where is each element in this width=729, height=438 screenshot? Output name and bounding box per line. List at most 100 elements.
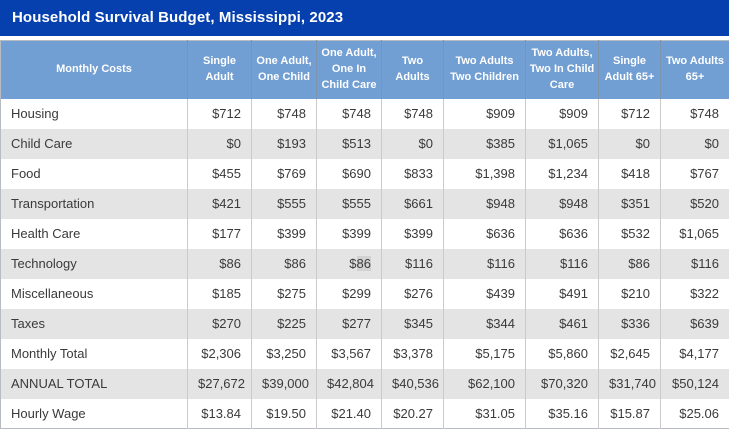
- cell-value: $1,065: [525, 128, 599, 159]
- row-label: Hourly Wage: [0, 398, 188, 429]
- cell-value: $833: [381, 158, 444, 189]
- table-body: Housing $712 $748 $748 $748 $909 $909 $712 $748 C…: [0, 98, 729, 429]
- cell-value: $748: [251, 98, 317, 129]
- row-label: Transportation: [0, 188, 188, 219]
- cell-value: $116: [525, 248, 599, 279]
- cell-value: $0: [187, 128, 252, 159]
- cell-value: $177: [187, 218, 252, 249]
- cell-value: $336: [598, 308, 661, 339]
- cell-value: $399: [316, 218, 382, 249]
- row-label: Technology: [0, 248, 188, 279]
- column-header: Two Adults: [381, 40, 444, 99]
- cell-value: $748: [316, 98, 382, 129]
- cell-value: $748: [660, 98, 729, 129]
- cell-value: $1,234: [525, 158, 599, 189]
- column-header: Single Adult 65+: [598, 40, 661, 99]
- table-row: Child Care $0 $193 $513 $0 $385 $1,065 $0 $0: [0, 128, 729, 159]
- cell-value: $712: [598, 98, 661, 129]
- row-label: Miscellaneous: [0, 278, 188, 309]
- cell-value: $116: [660, 248, 729, 279]
- cell-value: $116: [443, 248, 526, 279]
- cell-value: $351: [598, 188, 661, 219]
- cell-value: $86: [187, 248, 252, 279]
- cell-value: $116: [381, 248, 444, 279]
- cell-value: $345: [381, 308, 444, 339]
- cell-value: $461: [525, 308, 599, 339]
- table-row: Miscellaneous $185 $275 $299 $276 $439 $491 $21…: [0, 278, 729, 309]
- cell-value: $210: [598, 278, 661, 309]
- cell-value: $193: [251, 128, 317, 159]
- cell-value: $50,124: [660, 368, 729, 399]
- cell-value: $13.84: [187, 398, 252, 429]
- cell-value: $275: [251, 278, 317, 309]
- cell-value: $4,177: [660, 338, 729, 369]
- cell-value: $399: [381, 218, 444, 249]
- cell-value: $636: [525, 218, 599, 249]
- cell-value: $20.27: [381, 398, 444, 429]
- cell-value: $0: [660, 128, 729, 159]
- cell-value: $86: [598, 248, 661, 279]
- cell-value: $3,378: [381, 338, 444, 369]
- cell-value: $19.50: [251, 398, 317, 429]
- row-label: Housing: [0, 98, 188, 129]
- cell-value: $42,804: [316, 368, 382, 399]
- cell-value: $1,065: [660, 218, 729, 249]
- row-label: ANNUAL TOTAL: [0, 368, 188, 399]
- table-row: Transportation $421 $555 $555 $661 $948 $948 $3…: [0, 188, 729, 219]
- table-row: Health Care $177 $399 $399 $399 $636 $636 $532 $…: [0, 218, 729, 249]
- budget-table: Monthly Costs Single Adult One Adult, One …: [0, 40, 729, 429]
- cell-value: $3,567: [316, 338, 382, 369]
- cell-value: $948: [525, 188, 599, 219]
- cell-value: $62,100: [443, 368, 526, 399]
- cell-value: $418: [598, 158, 661, 189]
- cell-value: $299: [316, 278, 382, 309]
- cell-value: $39,000: [251, 368, 317, 399]
- column-header: Monthly Costs: [0, 40, 188, 99]
- cell-value: $948: [443, 188, 526, 219]
- cell-value: $5,860: [525, 338, 599, 369]
- cell-value: $86: [316, 248, 382, 279]
- cell-value: $276: [381, 278, 444, 309]
- column-header: Two Adults Two Children: [443, 40, 526, 99]
- cell-value: $712: [187, 98, 252, 129]
- cell-value: $70,320: [525, 368, 599, 399]
- table-row: Hourly Wage $13.84 $19.50 $21.40 $20.27 $31.0…: [0, 398, 729, 429]
- cell-value: $455: [187, 158, 252, 189]
- cell-value: $909: [443, 98, 526, 129]
- cell-value: $513: [316, 128, 382, 159]
- cell-value: $21.40: [316, 398, 382, 429]
- cell-value: $27,672: [187, 368, 252, 399]
- cell-value: $15.87: [598, 398, 661, 429]
- table-row: Taxes $270 $225 $277 $345 $344 $461 $336 $639: [0, 308, 729, 339]
- cell-value: $399: [251, 218, 317, 249]
- cell-value: $748: [381, 98, 444, 129]
- row-label: Taxes: [0, 308, 188, 339]
- column-header: Two Adults, Two In Child Care: [525, 40, 599, 99]
- table-row: Food $455 $769 $690 $833 $1,398 $1,234 $418 $767: [0, 158, 729, 189]
- page-title: Household Survival Budget, Mississippi, …: [0, 0, 729, 36]
- cell-value: $636: [443, 218, 526, 249]
- row-label: Child Care: [0, 128, 188, 159]
- cell-value: $35.16: [525, 398, 599, 429]
- title-table-gap: [0, 36, 729, 40]
- cell-value: $322: [660, 278, 729, 309]
- cell-value: $690: [316, 158, 382, 189]
- highlighted-text: 86: [356, 256, 371, 271]
- cell-value: $2,306: [187, 338, 252, 369]
- cell-value: $769: [251, 158, 317, 189]
- cell-value: $40,536: [381, 368, 444, 399]
- row-label: Health Care: [0, 218, 188, 249]
- cell-value: $421: [187, 188, 252, 219]
- cell-value: $5,175: [443, 338, 526, 369]
- cell-value: $86: [251, 248, 317, 279]
- cell-value: $555: [316, 188, 382, 219]
- column-header: Single Adult: [187, 40, 252, 99]
- cell-value: $532: [598, 218, 661, 249]
- cell-value: $25.06: [660, 398, 729, 429]
- table-row: ANNUAL TOTAL $27,672 $39,000 $42,804 $40,536…: [0, 368, 729, 399]
- cell-value: $270: [187, 308, 252, 339]
- table-row: Technology $86 $86 $86 $116 $116 $116 $86 $116: [0, 248, 729, 279]
- cell-value: $661: [381, 188, 444, 219]
- table-header: Monthly Costs Single Adult One Adult, One …: [0, 40, 729, 99]
- cell-value: $277: [316, 308, 382, 339]
